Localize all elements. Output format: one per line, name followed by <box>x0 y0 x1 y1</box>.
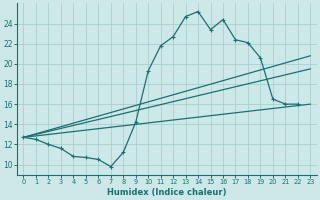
X-axis label: Humidex (Indice chaleur): Humidex (Indice chaleur) <box>107 188 227 197</box>
